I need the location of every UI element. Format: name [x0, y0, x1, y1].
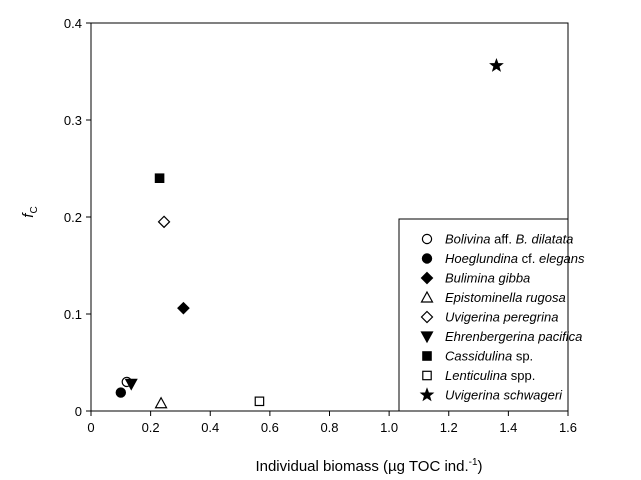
x-tick-label: 1.6 — [559, 420, 577, 435]
legend-label-part: elegans — [539, 251, 585, 266]
legend-label-part: sp. — [512, 349, 533, 364]
legend-label: Bolivina aff. B. dilatata — [445, 232, 573, 247]
data-point — [489, 57, 504, 72]
data-point — [115, 387, 127, 398]
y-tick-label: 0.2 — [64, 210, 82, 225]
legend-label: Uvigerina schwageri — [445, 388, 563, 403]
legend-marker — [420, 331, 434, 344]
legend-label: Lenticulina spp. — [445, 368, 535, 383]
legend-marker — [419, 387, 435, 402]
legend-label-part: Bolivina — [445, 232, 491, 247]
legend-label-part: cf. — [518, 251, 539, 266]
legend-label: Bulimina gibba — [445, 271, 530, 286]
x-tick-label: 0.6 — [261, 420, 279, 435]
y-tick-label: 0.3 — [64, 113, 82, 128]
legend-marker — [422, 351, 432, 361]
legend-marker — [420, 290, 434, 303]
y-axis-title-sub: C — [29, 206, 40, 213]
x-axis-title-close: ) — [478, 458, 483, 475]
x-axis-title-main: Individual biomass (µg TOC ind. — [255, 458, 468, 475]
legend-label-part: B. dilatata — [516, 232, 574, 247]
legend-label: Ehrenbergerina pacifica — [445, 329, 582, 344]
legend-marker — [422, 370, 432, 381]
x-axis-title-sup: -1 — [469, 457, 478, 468]
legend-label: Epistominella rugosa — [445, 290, 566, 305]
y-axis: 0 0.1 0.2 0.3 0.4 — [64, 16, 91, 419]
legend-label: Hoeglundina cf. elegans — [445, 251, 585, 266]
y-axis-title-main: f — [20, 212, 37, 218]
x-tick-label: 1.0 — [380, 420, 398, 435]
legend-label-part: Cassidulina — [445, 349, 512, 364]
data-point — [177, 301, 190, 315]
data-point — [157, 215, 171, 229]
legend-label-part: Lenticulina — [445, 368, 507, 383]
x-tick-label: 0.4 — [201, 420, 219, 435]
y-tick-label: 0.4 — [64, 16, 82, 31]
legend-marker — [421, 253, 433, 264]
legend-label-part: Ehrenbergerina pacifica — [445, 329, 582, 344]
legend-label-part: Bulimina gibba — [445, 271, 530, 286]
x-axis: 0 0.2 0.4 0.6 0.8 1.0 1.2 1.4 1.6 — [87, 411, 577, 435]
legend-label-part: Uvigerina schwageri — [445, 388, 563, 403]
y-tick-label: 0 — [75, 404, 82, 419]
x-tick-label: 1.2 — [440, 420, 458, 435]
legend-label-part: Hoeglundina — [445, 251, 518, 266]
legend-label-part: Epistominella rugosa — [445, 290, 566, 305]
data-point — [254, 396, 265, 407]
legend-marker — [421, 233, 433, 245]
y-axis-title: fC — [20, 206, 40, 217]
legend-label-part: spp. — [507, 368, 535, 383]
legend-label: Cassidulina sp. — [445, 349, 533, 364]
x-tick-label: 0.8 — [320, 420, 338, 435]
data-point — [154, 173, 165, 183]
data-point — [124, 378, 138, 391]
legend-marker — [420, 310, 434, 324]
legend-label: Uvigerina peregrina — [445, 310, 558, 325]
y-tick-label: 0.1 — [64, 307, 82, 322]
x-axis-title: Individual biomass (µg TOC ind.-1) — [255, 457, 482, 475]
data-points — [115, 57, 504, 409]
x-tick-label: 0 — [87, 420, 94, 435]
x-tick-label: 0.2 — [142, 420, 160, 435]
legend-marker — [420, 271, 434, 285]
legend-label-part: aff. — [491, 232, 516, 247]
data-point — [154, 396, 168, 409]
legend: Bolivina aff. B. dilatata Hoeglundina cf.… — [398, 218, 585, 412]
legend-label-part: Uvigerina peregrina — [445, 310, 558, 325]
x-tick-label: 1.4 — [499, 420, 517, 435]
